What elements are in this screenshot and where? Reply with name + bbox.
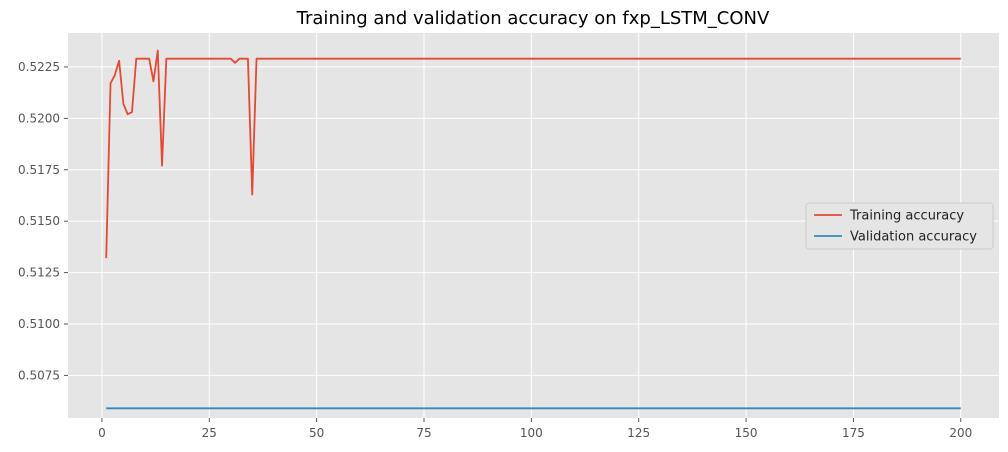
chart-title: Training and validation accuracy on fxp_… [296, 8, 770, 29]
x-tick-label: 75 [416, 426, 431, 440]
x-tick-label: 200 [949, 426, 972, 440]
y-tick-label: 0.5125 [18, 266, 60, 280]
y-tick-label: 0.5175 [18, 163, 60, 177]
legend-label: Training accuracy [849, 209, 964, 224]
y-tick-label: 0.5225 [18, 60, 60, 74]
y-tick-label: 0.5200 [18, 111, 60, 125]
x-axis: 0 25 50 75 100 125 150 175 200 [98, 418, 972, 440]
legend-box [805, 202, 994, 250]
y-axis: 0.5075 0.5100 0.5125 0.5150 0.5175 0.5200 0.52… [18, 60, 68, 382]
legend: Training accuracy Validation accuracy [805, 202, 994, 250]
series-line-training-accuracy [105, 49, 961, 259]
x-tick-label: 175 [842, 426, 865, 440]
x-tick-label: 0 [98, 426, 106, 440]
y-tick-label: 0.5075 [18, 368, 60, 382]
x-tick-label: 25 [202, 426, 217, 440]
x-tick-label: 100 [520, 426, 543, 440]
legend-label: Validation accuracy [850, 230, 977, 245]
x-tick-label: 50 [309, 426, 324, 440]
y-tick-label: 0.5100 [18, 317, 60, 331]
series-layer [105, 49, 961, 410]
y-tick-label: 0.5150 [18, 214, 60, 228]
x-tick-label: 125 [627, 426, 650, 440]
x-tick-label: 150 [735, 426, 758, 440]
